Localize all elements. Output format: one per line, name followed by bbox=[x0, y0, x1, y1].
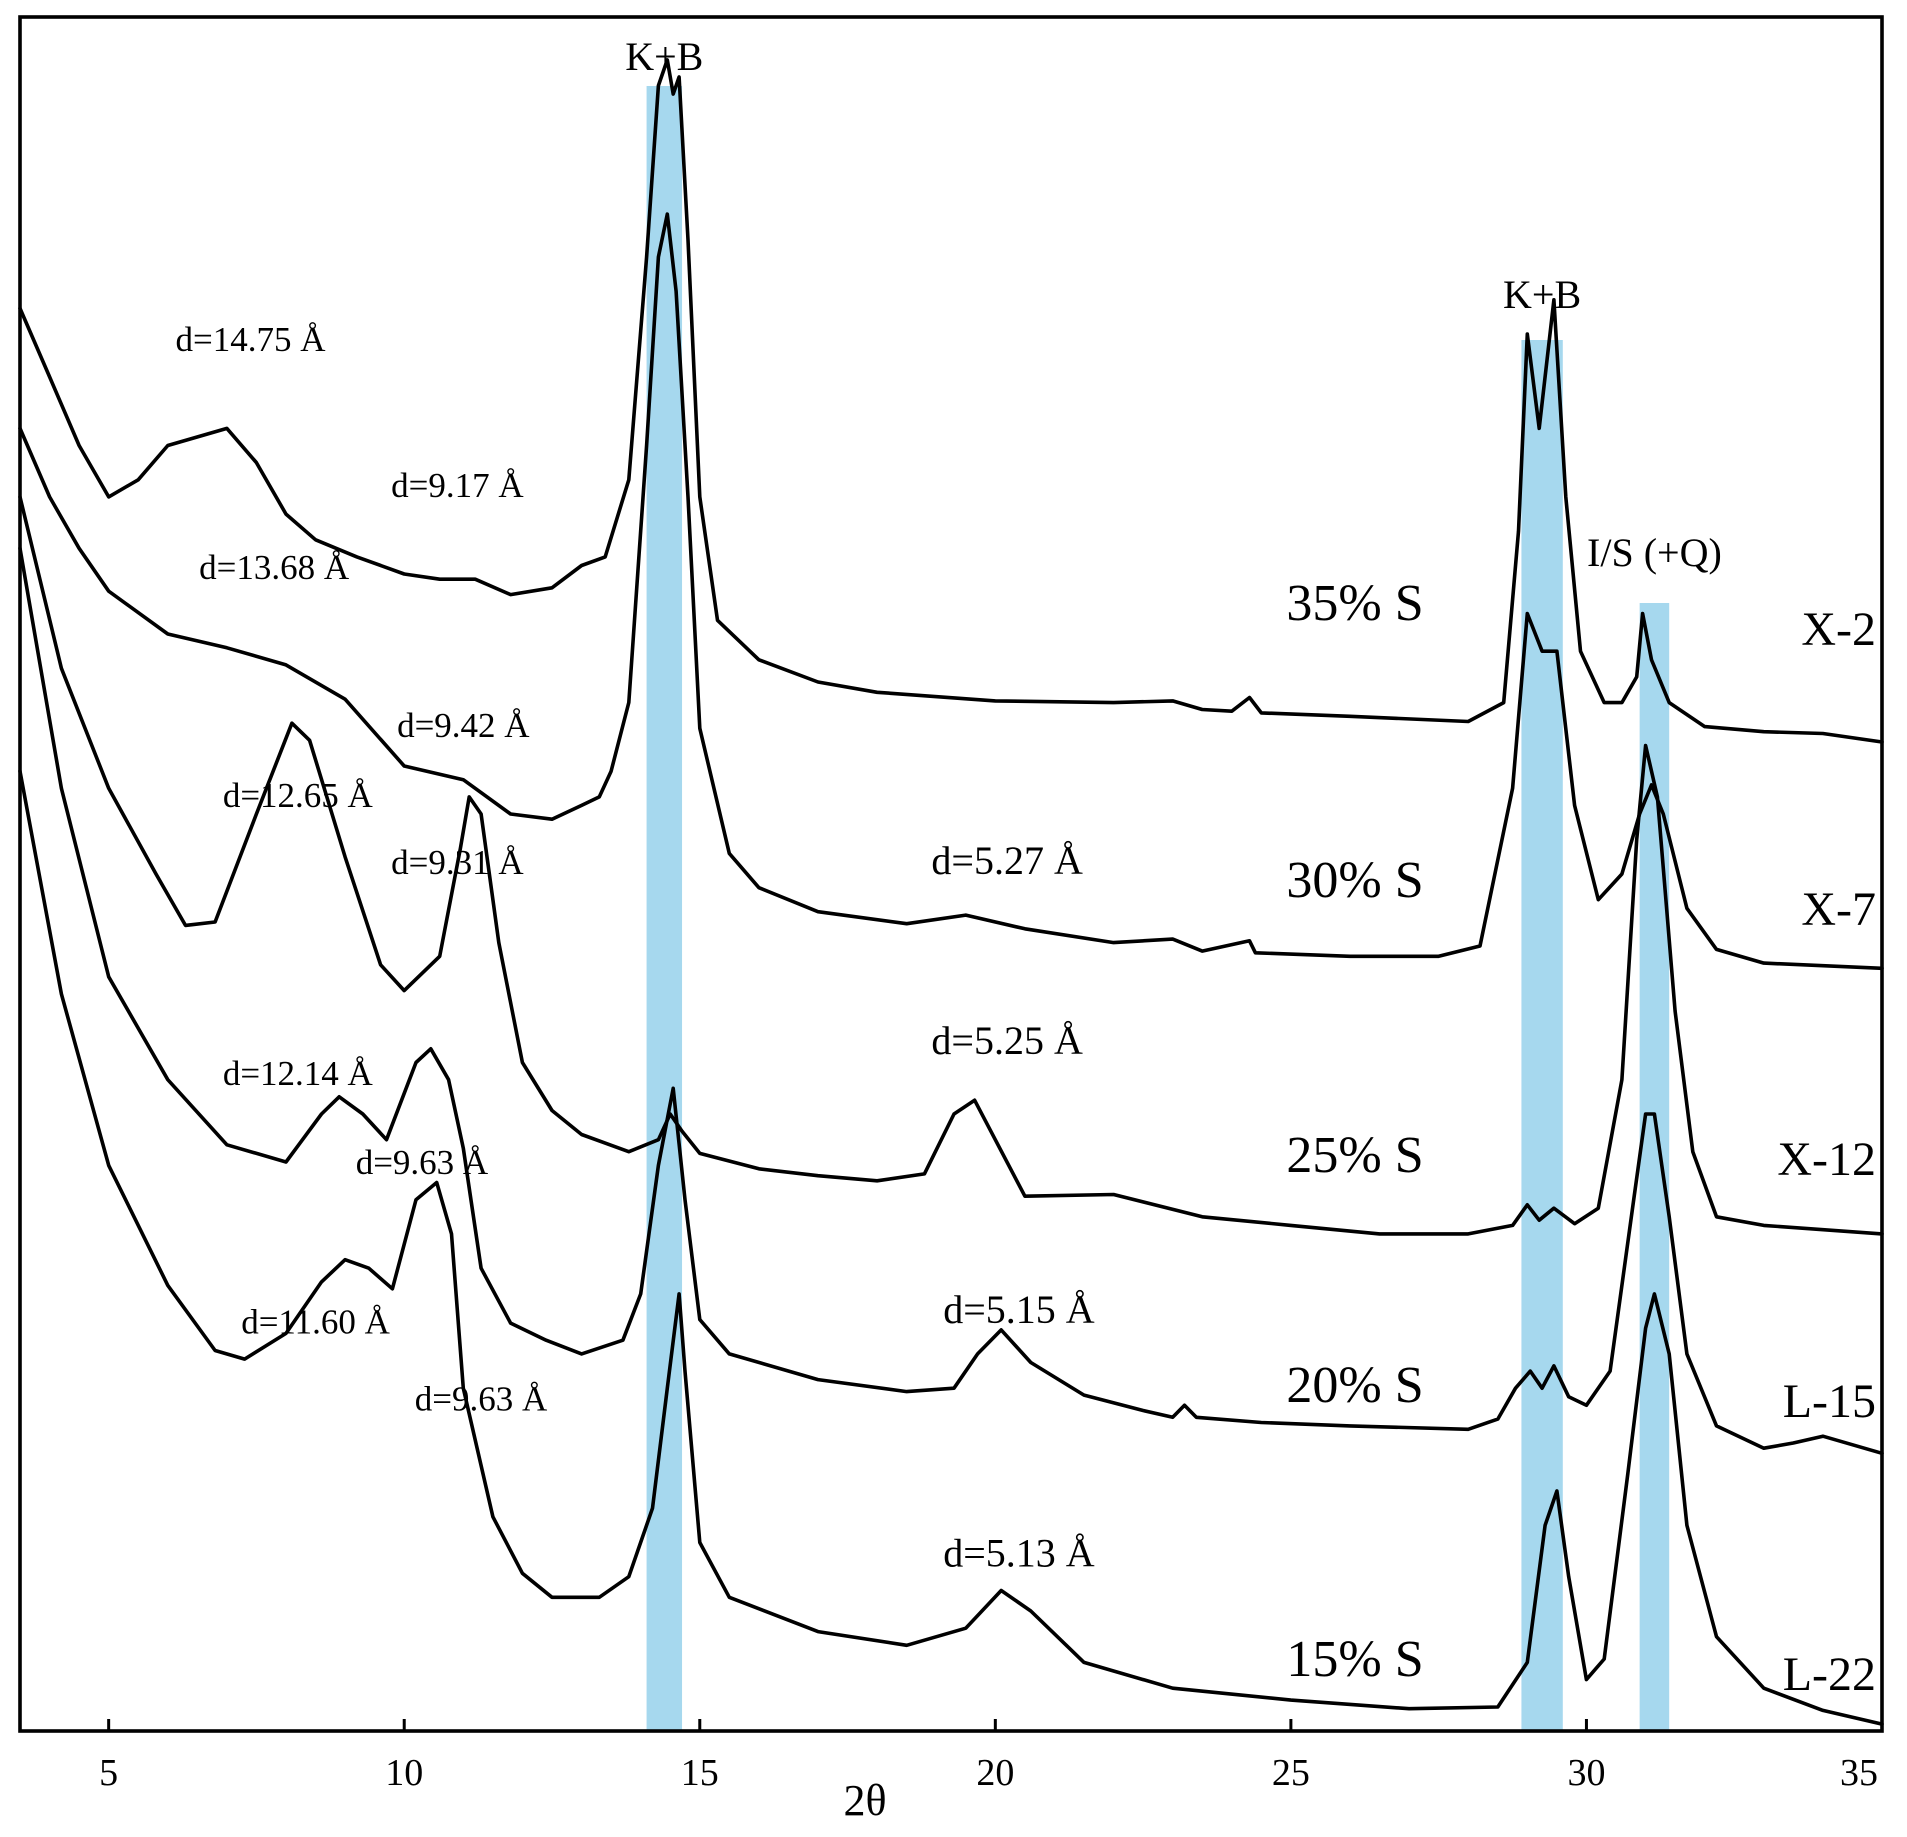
d-spacing-annotation: d=12.65 Å bbox=[223, 776, 374, 815]
trace-l-15 bbox=[18, 546, 1884, 1456]
band-label-3: I/S (+Q) bbox=[1587, 530, 1722, 575]
chart-text-labels: K+B K+B I/S (+Q) 35% S X-2 30% S X-7 25% S X-12 2… bbox=[176, 34, 1876, 1701]
highlight-band-2 bbox=[1521, 340, 1563, 1731]
x-axis-ticks: 5 10 15 20 25 30 35 bbox=[99, 1719, 1884, 1794]
x-tick-label: 25 bbox=[1272, 1752, 1310, 1794]
d-spacing-annotation: d=5.15 Å bbox=[943, 1287, 1095, 1332]
d-spacing-annotation: d=9.31 Å bbox=[391, 843, 524, 882]
sample-name-x-7: X-7 bbox=[1801, 883, 1876, 936]
d-spacing-annotation: d=11.60 Å bbox=[241, 1302, 390, 1341]
trace-x-7 bbox=[18, 212, 1884, 971]
smectite-percent-l-22: 15% S bbox=[1286, 1631, 1423, 1688]
d-spacing-annotation: d=9.17 Å bbox=[391, 466, 524, 505]
d-spacing-annotation: d=9.42 Å bbox=[397, 706, 530, 745]
band-label-1: K+B bbox=[625, 34, 703, 79]
sample-name-x-2: X-2 bbox=[1801, 603, 1876, 656]
d-spacing-annotation: d=9.63 Å bbox=[356, 1143, 489, 1182]
x-tick-label: 35 bbox=[1840, 1752, 1878, 1794]
sample-name-x-12: X-12 bbox=[1777, 1133, 1876, 1186]
d-spacing-annotation: d=12.14 Å bbox=[223, 1054, 374, 1093]
smectite-percent-x-12: 25% S bbox=[1286, 1127, 1423, 1184]
trace-l-22 bbox=[18, 769, 1884, 1726]
band-label-2: K+B bbox=[1503, 272, 1581, 317]
x-tick-label: 5 bbox=[99, 1752, 118, 1794]
sample-name-l-22: L-22 bbox=[1783, 1648, 1876, 1701]
d-spacing-annotation: d=13.68 Å bbox=[199, 548, 350, 587]
d-spacing-annotation: d=5.25 Å bbox=[931, 1018, 1083, 1063]
d-spacing-annotation: d=5.27 Å bbox=[931, 838, 1083, 883]
d-spacing-annotation: d=9.63 Å bbox=[415, 1379, 548, 1418]
smectite-percent-x-7: 30% S bbox=[1286, 852, 1423, 909]
x-tick-label: 30 bbox=[1567, 1752, 1605, 1794]
smectite-percent-l-15: 20% S bbox=[1286, 1357, 1423, 1414]
d-spacing-annotation: d=14.75 Å bbox=[176, 320, 327, 359]
sample-name-l-15: L-15 bbox=[1783, 1375, 1876, 1428]
x-tick-label: 10 bbox=[385, 1752, 423, 1794]
trace-x-2 bbox=[18, 58, 1884, 744]
diffraction-traces bbox=[18, 58, 1884, 1726]
plot-frame bbox=[18, 15, 1884, 1733]
d-spacing-annotation: d=5.13 Å bbox=[943, 1530, 1095, 1575]
smectite-percent-x-2: 35% S bbox=[1286, 575, 1423, 632]
x-axis-label: 2θ bbox=[843, 1776, 886, 1825]
x-tick-label: 20 bbox=[976, 1752, 1014, 1794]
x-tick-label: 15 bbox=[681, 1752, 719, 1794]
trace-x-12 bbox=[18, 495, 1884, 1236]
